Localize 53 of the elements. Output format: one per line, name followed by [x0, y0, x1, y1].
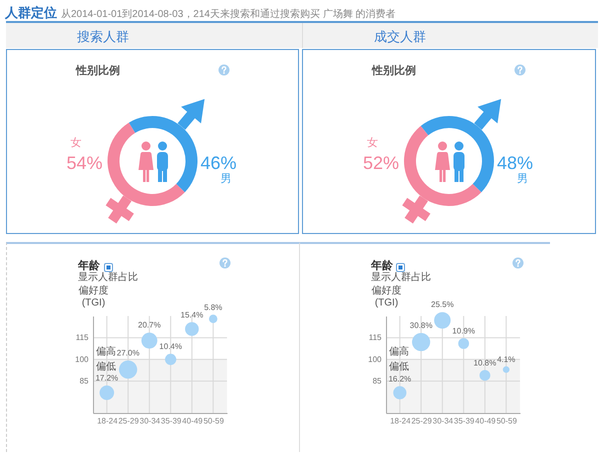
data-label: 46%: [200, 153, 237, 173]
data-label: 15.4%: [180, 310, 204, 320]
data-label: 4.1%: [497, 354, 516, 364]
data-label: 10.4%: [159, 342, 182, 352]
slice-label: 男: [517, 173, 528, 185]
x-tick-label: 18-24: [97, 416, 118, 426]
y-tick-label: 85: [80, 376, 90, 386]
data-label: 17.2%: [95, 374, 118, 383]
y-tick-label: 100: [368, 354, 382, 364]
band-label: 偏低: [389, 360, 409, 372]
slice-label: 男: [220, 173, 232, 185]
chart-title: 年龄: [370, 259, 394, 272]
data-label: 5.8%: [204, 303, 222, 312]
x-tick-label: 35-39: [160, 416, 182, 426]
annotation: 偏高: [96, 345, 116, 358]
x-tick-label: 40-49: [475, 416, 496, 426]
slice-label: 女: [70, 137, 82, 149]
data-label: 10.8%: [474, 358, 496, 368]
data-label: 30.8%: [410, 320, 432, 330]
x-tick-label: 50-59: [203, 416, 224, 426]
x-tick-label: 30-34: [140, 416, 161, 426]
y-tick-label: 115: [368, 333, 382, 342]
x-tick-label: 40-49: [182, 416, 204, 426]
y-axis-title: 偏好度 (TGI): [372, 284, 402, 308]
data-label: 10.9%: [452, 326, 475, 336]
text: 人群定位: [5, 5, 57, 20]
chart-subtitle: 显示人群占比: [78, 271, 138, 283]
y-tick-label: 100: [75, 354, 90, 364]
chart-title: 性别比例: [371, 64, 416, 77]
data-label: 25.5%: [431, 300, 454, 310]
tab-bar: 搜索人群 成交人群: [6, 21, 598, 48]
x-tick-label: 18-24: [390, 416, 412, 426]
y-tick-label: 115: [76, 333, 90, 342]
y-axis-title: 偏好度 (TGI): [78, 284, 108, 308]
data-label: 20.7%: [138, 320, 161, 330]
slice-label: 女: [367, 137, 378, 149]
data-label: 54%: [66, 153, 102, 173]
data-label: 16.2%: [388, 374, 412, 384]
x-tick-label: 35-39: [454, 416, 475, 426]
data-label: 48%: [497, 153, 534, 173]
data-label: 52%: [362, 153, 399, 173]
chart-subtitle: 显示人群占比: [371, 271, 431, 283]
data-label: 27.0%: [116, 348, 140, 358]
x-tick-label: 30-34: [432, 416, 454, 426]
annotation: 偏高: [389, 345, 409, 358]
y-tick-label: 85: [372, 376, 382, 386]
x-tick-label: 50-59: [496, 416, 518, 426]
band-label: 偏低: [96, 360, 116, 372]
x-tick-label: 25-29: [118, 416, 140, 426]
chart-title: 年龄: [77, 259, 101, 272]
chart-title: 性别比例: [75, 64, 120, 77]
text: 从2014-01-01到2014-08-03，214天来搜索和通过搜索购买 广场舞 的消费者: [61, 9, 396, 20]
x-tick-label: 25-29: [411, 416, 432, 426]
